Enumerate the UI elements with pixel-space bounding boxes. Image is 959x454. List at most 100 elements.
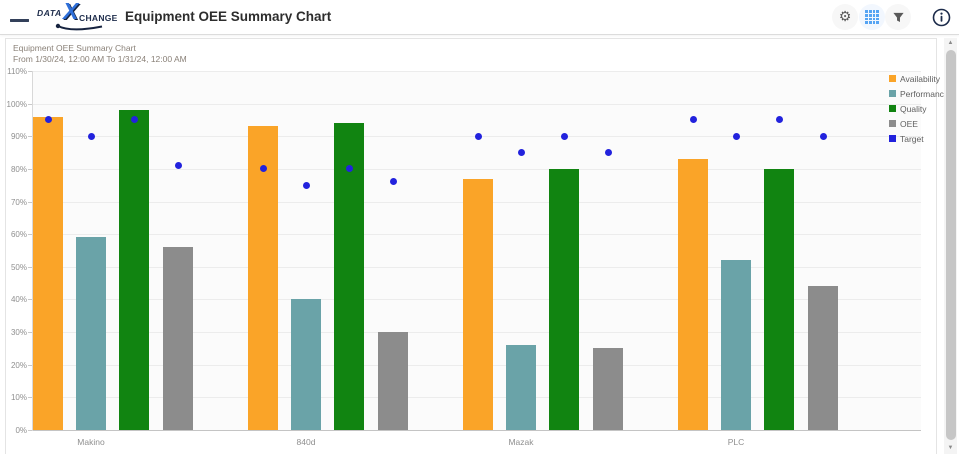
y-axis-label-80: 80% [10, 164, 27, 174]
bar-oee-plc[interactable] [808, 286, 838, 430]
target-dot-840d-quality[interactable] [345, 165, 353, 173]
info-icon [932, 8, 950, 26]
target-dot-840d-performance[interactable] [302, 181, 310, 189]
chart-title: Equipment OEE Summary Chart [13, 43, 136, 53]
y-axis-label-30: 30% [10, 328, 27, 338]
dataxchange-logo: DATA X CHANGE [37, 0, 123, 32]
y-tick [28, 136, 32, 138]
y-tick [28, 71, 32, 72]
target-dot-makino-performance[interactable] [87, 132, 95, 140]
y-tick [28, 103, 32, 105]
logo-word-data: DATA [37, 8, 62, 18]
gear-icon: ⚙ [838, 9, 852, 25]
bar-quality-plc[interactable] [764, 168, 794, 430]
x-axis-label-840d: 840d [296, 437, 316, 447]
bar-availability-mazak[interactable] [463, 178, 493, 430]
app-header: DATA X CHANGE Equipment OEE Summary Char… [0, 0, 959, 35]
y-axis-line [32, 71, 33, 431]
info-button[interactable] [928, 4, 954, 30]
bar-performance-plc[interactable] [721, 260, 751, 430]
target-dot-mazak-quality[interactable] [560, 132, 568, 140]
bar-availability-makino[interactable] [33, 116, 63, 430]
legend-item-availability[interactable]: Availability [889, 71, 949, 86]
y-axis-label-40: 40% [10, 295, 27, 305]
target-dot-makino-availability[interactable] [44, 116, 52, 124]
chart-legend: Availability Performance Quality OEE Target [889, 71, 949, 146]
x-axis-label-makino: Makino [77, 437, 105, 447]
y-tick [28, 201, 32, 203]
legend-label-oee: OEE [900, 118, 918, 129]
scrollbar-down-arrow[interactable]: ▼ [947, 445, 954, 451]
y-axis-label-0: 0% [15, 426, 27, 435]
y-tick [28, 364, 32, 366]
legend-swatch-availability [889, 75, 896, 82]
bar-performance-mazak[interactable] [506, 345, 536, 430]
target-dot-plc-performance[interactable] [732, 132, 740, 140]
scrollbar-thumb[interactable] [945, 50, 956, 440]
legend-item-oee[interactable]: OEE [889, 116, 949, 131]
logo-letter-x: X [63, 0, 79, 24]
target-dot-plc-availability[interactable] [689, 116, 697, 124]
target-dot-840d-availability[interactable] [259, 165, 267, 173]
y-axis-label-110: 110% [7, 67, 27, 76]
hamburger-menu-icon[interactable] [10, 9, 29, 25]
y-axis-label-60: 60% [10, 230, 27, 240]
gridline-0 [33, 430, 921, 431]
grid-view-button[interactable] [859, 4, 885, 30]
x-axis-label-mazak: Mazak [508, 437, 534, 447]
target-dot-mazak-performance[interactable] [517, 149, 525, 157]
bar-oee-840d[interactable] [378, 332, 408, 430]
x-axis-label-plc: PLC [727, 437, 745, 447]
target-dot-840d-oee[interactable] [389, 178, 397, 186]
settings-button[interactable]: ⚙ [832, 4, 858, 30]
filter-funnel-icon [892, 12, 904, 22]
target-dot-mazak-availability[interactable] [474, 132, 482, 140]
hamburger-bar [10, 19, 29, 22]
legend-swatch-quality [889, 105, 896, 112]
gridline-100 [33, 103, 921, 105]
target-dot-plc-quality[interactable] [775, 116, 783, 124]
target-dot-mazak-oee[interactable] [604, 149, 612, 157]
y-tick [28, 332, 32, 334]
bar-oee-mazak[interactable] [593, 348, 623, 430]
target-dot-makino-oee[interactable] [174, 162, 182, 170]
legend-label-performance: Performance [900, 88, 949, 99]
chart-subtitle: From 1/30/24, 12:00 AM To 1/31/24, 12:00… [13, 54, 187, 64]
bar-quality-mazak[interactable] [549, 168, 579, 430]
legend-item-quality[interactable]: Quality [889, 101, 949, 116]
y-axis-label-100: 100% [6, 99, 27, 109]
target-dot-plc-oee[interactable] [819, 132, 827, 140]
y-tick [28, 299, 32, 301]
legend-label-quality: Quality [900, 103, 927, 114]
bar-quality-makino[interactable] [119, 110, 149, 430]
y-tick [28, 430, 32, 431]
bar-quality-840d[interactable] [334, 123, 364, 430]
y-axis-label-50: 50% [10, 262, 27, 272]
bar-performance-makino[interactable] [76, 237, 106, 430]
legend-swatch-target [889, 135, 896, 142]
legend-label-availability: Availability [900, 73, 941, 84]
grid-icon [865, 10, 879, 24]
y-tick [28, 397, 32, 399]
y-tick [28, 168, 32, 170]
page-title: Equipment OEE Summary Chart [125, 9, 332, 24]
bar-oee-makino[interactable] [163, 247, 193, 430]
bar-performance-840d[interactable] [291, 299, 321, 430]
vertical-scrollbar[interactable]: ▲ ▼ [944, 38, 957, 454]
legend-label-target: Target [900, 133, 924, 144]
filter-button[interactable] [885, 4, 911, 30]
bar-availability-840d[interactable] [248, 126, 278, 430]
legend-swatch-performance [889, 90, 896, 97]
gridline-80 [33, 168, 921, 170]
legend-item-target[interactable]: Target [889, 131, 949, 146]
logo-swoosh [55, 23, 103, 31]
legend-item-performance[interactable]: Performance [889, 86, 949, 101]
scrollbar-up-arrow[interactable]: ▲ [947, 40, 954, 46]
y-axis-label-20: 20% [10, 360, 27, 370]
y-axis-label-90: 90% [10, 132, 27, 142]
y-tick [28, 234, 32, 236]
target-dot-makino-quality[interactable] [130, 116, 138, 124]
bar-availability-plc[interactable] [678, 159, 708, 430]
y-tick [28, 266, 32, 268]
